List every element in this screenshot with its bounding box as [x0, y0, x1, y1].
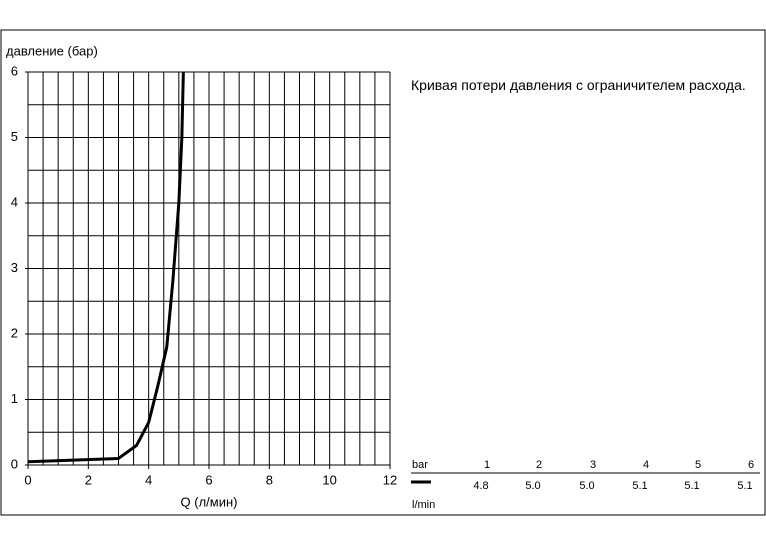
annotation: Кривая потери давления с ограничителем р… [411, 77, 746, 93]
table-cell: 5.1 [737, 480, 752, 492]
y-tick-label: 1 [11, 391, 18, 406]
x-tick-label: 2 [85, 472, 92, 487]
y-tick-label: 0 [11, 456, 18, 471]
x-tick-label: 4 [145, 472, 152, 487]
table-cell: 4.8 [473, 480, 488, 492]
table-header: 3 [590, 459, 596, 471]
x-axis-label: Q (л/мин) [181, 494, 238, 509]
table-header: 6 [748, 459, 754, 471]
y-tick-label: 5 [11, 129, 18, 144]
table-cell: 5.1 [632, 480, 647, 492]
table-header: 1 [484, 459, 490, 471]
table-cell: 5.0 [525, 480, 540, 492]
x-tick-label: 6 [205, 472, 212, 487]
curve [27, 71, 185, 464]
table-row-label: l/min [412, 499, 435, 511]
table-row-label: bar [412, 459, 428, 471]
y-axis-label: давление (бар) [6, 43, 98, 58]
x-tick-label: 8 [266, 472, 273, 487]
y-tick-label: 3 [11, 260, 18, 275]
table-cell: 5.1 [684, 480, 699, 492]
x-tick-label: 12 [383, 472, 397, 487]
table-header: 5 [695, 459, 701, 471]
x-tick-label: 0 [24, 472, 31, 487]
table-cell: 5.0 [579, 480, 594, 492]
y-tick-label: 4 [11, 194, 18, 209]
y-tick-label: 6 [11, 63, 18, 78]
y-tick-label: 2 [11, 325, 18, 340]
table-header: 4 [643, 459, 649, 471]
table-header: 2 [536, 459, 542, 471]
x-tick-label: 10 [322, 472, 336, 487]
frame [0, 29, 766, 516]
